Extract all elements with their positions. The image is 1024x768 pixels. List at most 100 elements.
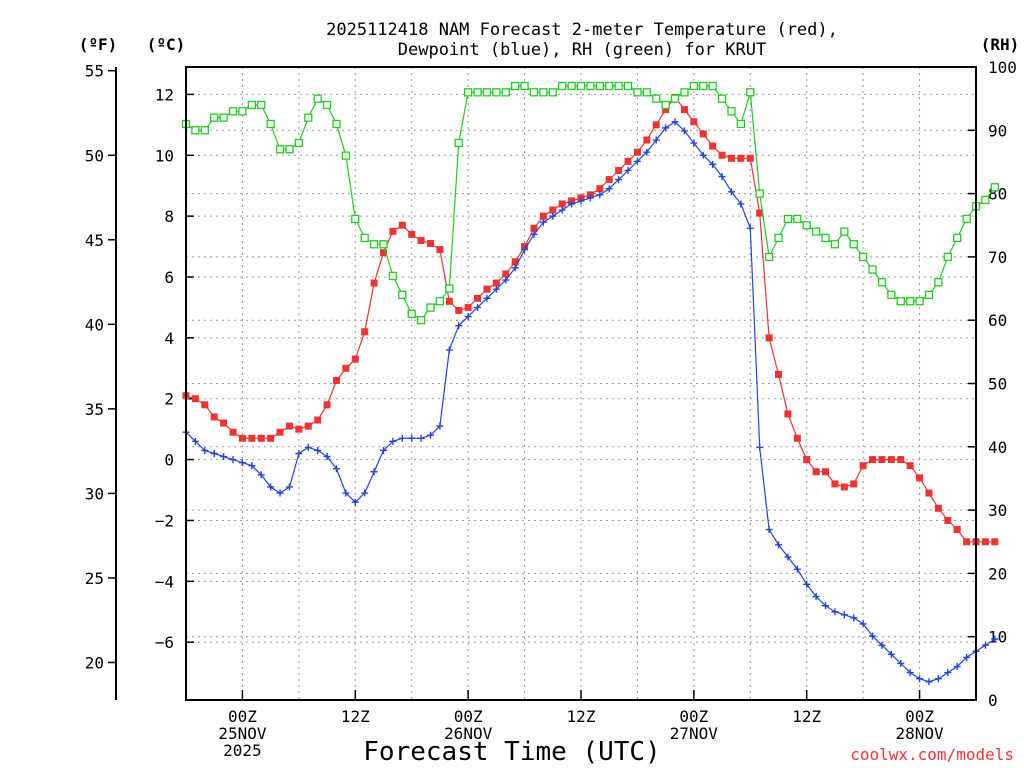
rh-data-point [567, 81, 576, 91]
rh-data-point [473, 88, 482, 97]
celsius-tick-label: 10 [155, 146, 174, 165]
temperature-data-point [436, 246, 444, 254]
rh-data-point [369, 240, 379, 249]
rh-data-point [614, 81, 623, 91]
temperature-data-point [878, 456, 886, 464]
rh-data-point [717, 94, 727, 103]
dewpoint-data-point [727, 188, 735, 196]
x-tick-label: 27NOV [670, 724, 719, 743]
temperature-data-point [502, 270, 510, 278]
grid-lines [186, 67, 976, 700]
rh-data-point [877, 278, 887, 287]
temperature-data-point [897, 456, 905, 464]
temperature-data-point [859, 462, 867, 470]
dewpoint-data-point [897, 659, 905, 667]
temperature-data-point [474, 294, 482, 302]
temperature-data-point [652, 121, 660, 129]
temperature-data-point [718, 151, 726, 159]
rh-data-point [388, 271, 398, 281]
dewpoint-data-point [633, 157, 641, 165]
temperature-data-point [615, 166, 623, 174]
temperature-data-point [963, 538, 971, 546]
rh-data-point [849, 240, 858, 249]
dewpoint-data-point [699, 151, 707, 159]
temperature-data-point [370, 279, 378, 287]
temperature-data-point [680, 106, 688, 114]
temperature-data-point [511, 258, 519, 266]
dewpoint-data-point [596, 191, 604, 199]
dewpoint-data-point [793, 565, 801, 573]
dewpoint-data-point [464, 313, 472, 321]
fahrenheit-tick-label: 25 [85, 569, 104, 588]
rh-unit-label: (RH) [981, 35, 1020, 54]
dewpoint-data-point [963, 653, 971, 661]
temperature-data-point [887, 456, 895, 464]
rh-data-point [492, 88, 501, 97]
dewpoint-data-point [671, 118, 679, 126]
rh-data-point [746, 88, 755, 97]
temperature-data-point [643, 136, 651, 144]
dewpoint-data-point [210, 449, 218, 457]
dewpoint-data-point [380, 446, 387, 454]
rh-data-point [783, 214, 793, 224]
chart-title-line1: 2025112418 NAM Forecast 2-meter Temperat… [326, 20, 838, 40]
dewpoint-data-point [191, 437, 199, 445]
rh-data-point [463, 88, 473, 97]
rh-data-point [511, 81, 520, 91]
dewpoint-data-point [427, 431, 435, 439]
dewpoint-data-point [944, 669, 952, 677]
x-tick-label: 26NOV [444, 724, 493, 743]
temperature-data-point [991, 538, 999, 546]
temperature-data-point [803, 456, 811, 464]
rh-data-point [294, 138, 304, 148]
temperature-data-point [934, 504, 942, 512]
dewpoint-data-point [662, 124, 670, 132]
temperature-data-point [981, 538, 989, 546]
celsius-tick-label: −4 [155, 572, 174, 591]
dewpoint-data-point [408, 434, 416, 442]
temperature-data-point [624, 157, 632, 165]
rh-data-point [313, 94, 322, 103]
dewpoint-data-point [267, 483, 275, 491]
rh-data-point [539, 88, 548, 97]
dewpoint-data-point [934, 675, 942, 683]
temperature-data-point [539, 212, 547, 220]
rh-data-point [586, 81, 595, 91]
rh-data-point [858, 252, 868, 262]
rh-data-point [633, 88, 642, 97]
dewpoint-data-point [389, 437, 397, 445]
dewpoint-data-point [295, 449, 303, 457]
temperature-data-point [427, 240, 435, 248]
rh-data-point [285, 145, 294, 154]
rh-data-point [238, 107, 247, 116]
dewpoint-data-point [455, 322, 463, 330]
dewpoint-data-point [483, 294, 491, 302]
dewpoint-data-point [549, 212, 557, 220]
rh-data-point [840, 227, 849, 236]
temperature-data-point [690, 118, 698, 126]
rh-data-point [548, 88, 557, 97]
dewpoint-series-line [185, 121, 996, 683]
temperature-data-point [925, 489, 933, 497]
fahrenheit-unit-label: (ºF) [79, 35, 118, 54]
temperature-data-point [191, 395, 199, 403]
rh-data-point [981, 195, 990, 205]
rh-data-point [445, 284, 454, 293]
rh-data-point [576, 81, 586, 91]
rh-data-point [755, 189, 764, 198]
rh-data-point [257, 100, 266, 110]
dewpoint-data-point [502, 276, 510, 284]
rh-data-point [501, 88, 510, 97]
rh-data-point [990, 183, 999, 192]
celsius-tick-label: 6 [164, 268, 174, 287]
rh-data-point [821, 233, 830, 243]
dewpoint-data-point [568, 200, 576, 208]
rh-data-point [652, 94, 661, 103]
temperature-data-point [398, 221, 406, 229]
dewpoint-data-point [916, 675, 924, 683]
temperature-data-point [492, 279, 500, 287]
temperature-data-point [464, 303, 472, 311]
dewpoint-data-point [746, 224, 754, 232]
rh-data-point [802, 221, 811, 230]
dewpoint-data-point [558, 206, 566, 214]
